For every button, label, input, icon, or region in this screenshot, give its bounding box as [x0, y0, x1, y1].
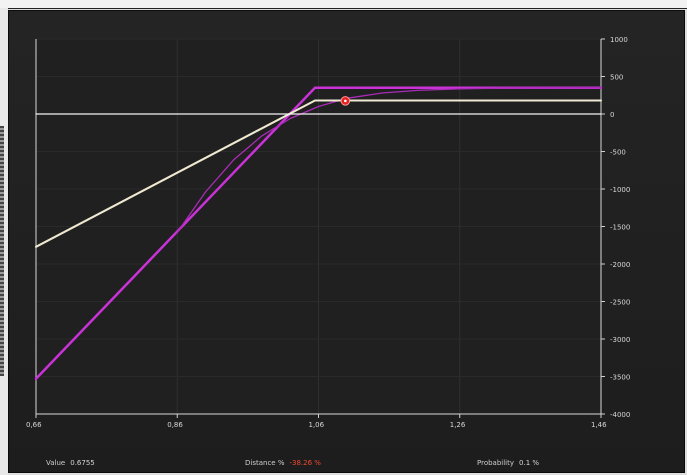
y-tick-label: -500 — [610, 149, 626, 157]
current-payoff-curve — [176, 87, 602, 234]
y-tick-label: -3000 — [610, 336, 630, 344]
payoff-chart: 1000 500 0 -500 -1000 -1500 -2000 -2500 -3000 -35… — [26, 36, 630, 429]
probability-number: 0.1 % — [519, 459, 540, 467]
value-label: Value — [46, 459, 66, 467]
y-tick-label: -4000 — [610, 411, 630, 419]
window-top-strip — [0, 0, 687, 9]
y-tick-label: 0 — [610, 111, 614, 119]
y-tick-label: 500 — [610, 74, 623, 82]
x-tick-label: 1,26 — [450, 421, 466, 429]
left-side-panel — [0, 8, 8, 475]
y-tick-label: -3500 — [610, 374, 630, 382]
position-line — [34, 99, 603, 248]
x-tick-label: 0,66 — [26, 421, 42, 429]
value-number: 0.6755 — [70, 459, 95, 467]
y-tick-label: -1500 — [610, 224, 630, 232]
distance-label: Distance % — [245, 459, 285, 467]
distance-readout: Distance % -38.26 % — [245, 459, 321, 467]
x-tick-label: 1,06 — [309, 421, 325, 429]
y-tick-label: -2500 — [610, 299, 630, 307]
side-panel-tab — [0, 126, 4, 376]
y-tick-label: -1000 — [610, 186, 630, 194]
y-tick-label: 1000 — [610, 36, 628, 44]
marker-highlight — [344, 99, 347, 103]
x-tick-label: 1,46 — [591, 421, 607, 429]
distance-number: -38.26 % — [289, 459, 321, 467]
value-readout: Value 0.6755 — [46, 459, 95, 467]
y-tick-label: -2000 — [610, 261, 630, 269]
x-tick-label: 0,86 — [167, 421, 183, 429]
payoff-chart-panel: 1000 500 0 -500 -1000 -1500 -2000 -2500 -3000 -35… — [8, 10, 685, 473]
probability-readout: Probability 0.1 % — [477, 459, 539, 467]
status-bar: Value 0.6755 Distance % -38.26 % Probabili… — [8, 452, 685, 473]
probability-label: Probability — [477, 459, 515, 467]
